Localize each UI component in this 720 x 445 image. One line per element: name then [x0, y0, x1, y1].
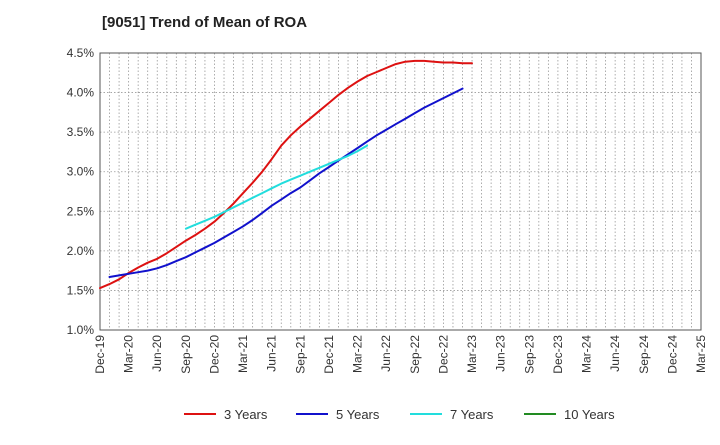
- series-line-2: [108, 87, 464, 278]
- x-tick-label: Dec-24: [665, 335, 679, 374]
- x-tick-label: Jun-22: [379, 335, 393, 372]
- plot-area: [100, 53, 701, 330]
- x-tick-label: Mar-20: [122, 335, 136, 373]
- x-tick-label: Jun-23: [494, 335, 508, 372]
- y-tick-label: 2.0%: [67, 244, 95, 258]
- x-tick-label: Jun-20: [150, 335, 164, 372]
- x-tick-label: Mar-21: [236, 335, 250, 373]
- y-tick-label: 3.0%: [67, 165, 95, 179]
- legend-label: 3 Years: [224, 407, 268, 422]
- x-tick-label: Dec-19: [93, 335, 107, 374]
- y-tick-label: 1.5%: [67, 283, 95, 297]
- x-tick-label: Mar-24: [580, 335, 594, 373]
- x-tick-label: Sep-21: [293, 335, 307, 374]
- x-tick-label: Sep-24: [637, 335, 651, 374]
- x-tick-label: Dec-20: [207, 335, 221, 374]
- y-tick-label: 1.0%: [67, 323, 95, 337]
- y-tick-label: 3.5%: [67, 125, 95, 139]
- legend-label: 10 Years: [564, 407, 615, 422]
- legend-label: 5 Years: [336, 407, 380, 422]
- x-tick-label: Mar-22: [351, 335, 365, 373]
- x-tick-label: Dec-23: [551, 335, 565, 374]
- y-tick-label: 2.5%: [67, 204, 95, 218]
- y-tick-label: 4.0%: [67, 86, 95, 100]
- x-tick-label: Sep-22: [408, 335, 422, 374]
- x-tick-label: Mar-25: [694, 335, 708, 373]
- chart-title: [9051] Trend of Mean of ROA: [102, 14, 308, 31]
- x-tick-label: Sep-23: [522, 335, 536, 374]
- series-line-1: [99, 59, 473, 290]
- x-tick-label: Dec-22: [436, 335, 450, 374]
- legend-label: 7 Years: [450, 407, 494, 422]
- series-line-3: [184, 144, 369, 230]
- x-tick-label: Jun-21: [265, 335, 279, 372]
- x-tick-label: Dec-21: [322, 335, 336, 374]
- x-tick-label: Jun-24: [608, 335, 622, 372]
- plot-border: [99, 52, 702, 331]
- x-tick-label: Sep-20: [179, 335, 193, 374]
- x-tick-label: Mar-23: [465, 335, 479, 373]
- y-tick-label: 4.5%: [67, 46, 95, 60]
